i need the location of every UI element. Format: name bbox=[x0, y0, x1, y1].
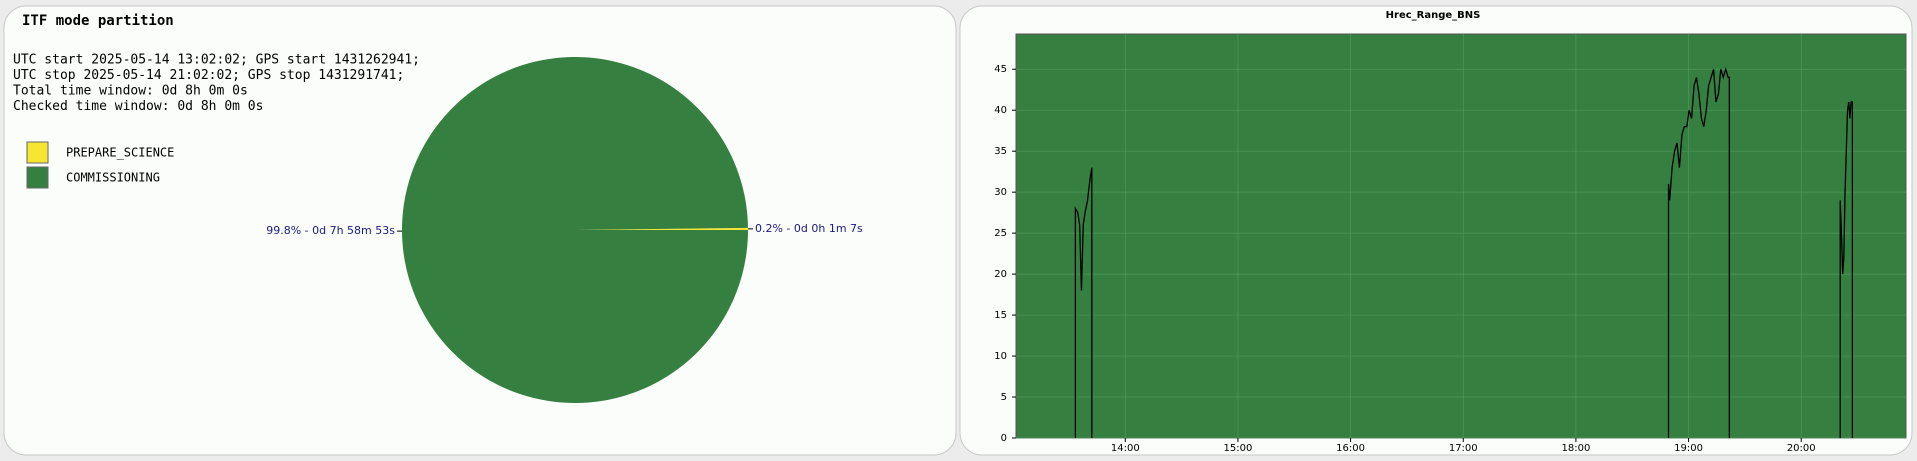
y-tick-label: 10 bbox=[994, 351, 1007, 362]
y-tick-label: 25 bbox=[994, 228, 1007, 239]
pie-title: ITF mode partition bbox=[22, 13, 174, 29]
y-tick-label: 15 bbox=[994, 310, 1007, 321]
legend-label: COMMISSIONING bbox=[66, 171, 160, 185]
x-tick-label: 19:00 bbox=[1674, 443, 1703, 454]
y-tick-label: 5 bbox=[1001, 392, 1007, 403]
x-tick-label: 16:00 bbox=[1336, 443, 1365, 454]
x-tick-label: 15:00 bbox=[1224, 443, 1253, 454]
x-tick-label: 17:00 bbox=[1449, 443, 1478, 454]
line-title: Hrec_Range_BNS bbox=[1386, 10, 1481, 21]
y-tick-label: 40 bbox=[994, 105, 1007, 116]
y-tick-label: 0 bbox=[1001, 433, 1007, 444]
y-tick-label: 35 bbox=[994, 146, 1007, 157]
x-tick-label: 18:00 bbox=[1561, 443, 1590, 454]
x-tick-label: 14:00 bbox=[1111, 443, 1140, 454]
info-line: UTC start 2025-05-14 13:02:02; GPS start… bbox=[13, 53, 420, 68]
y-tick-label: 45 bbox=[994, 64, 1007, 75]
plot-area bbox=[1015, 33, 1907, 439]
pie-slice bbox=[401, 57, 748, 404]
y-tick-label: 30 bbox=[994, 187, 1007, 198]
legend-swatch bbox=[26, 141, 49, 164]
pie-label: 99.8% - 0d 7h 58m 53s bbox=[266, 224, 395, 237]
pie-slice bbox=[575, 227, 748, 230]
pie-label: 0.2% - 0d 0h 1m 7s bbox=[755, 222, 863, 235]
info-line: Total time window: 0d 8h 0m 0s bbox=[13, 84, 248, 99]
info-line: Checked time window: 0d 8h 0m 0s bbox=[13, 99, 263, 114]
x-tick-label: 20:00 bbox=[1787, 443, 1816, 454]
legend-swatch bbox=[26, 166, 49, 189]
y-tick-label: 20 bbox=[994, 269, 1007, 280]
info-line: UTC stop 2025-05-14 21:02:02; GPS stop 1… bbox=[13, 68, 404, 83]
legend-label: PREPARE_SCIENCE bbox=[66, 146, 174, 160]
data-line bbox=[1074, 66, 1854, 438]
